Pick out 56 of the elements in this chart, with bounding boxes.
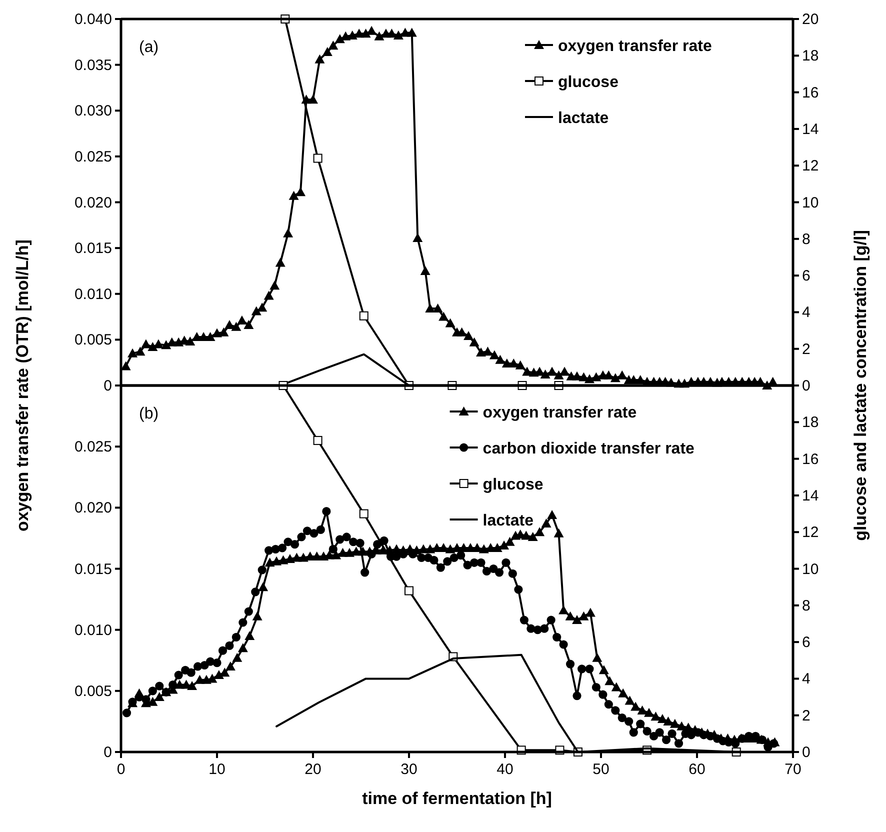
y2-tick-label: 8 xyxy=(802,230,810,248)
y-tick-label: 0.030 xyxy=(74,102,112,120)
y2-tick-label: 18 xyxy=(802,414,819,432)
x-tick-label: 50 xyxy=(592,761,610,778)
x-tick-label: 0 xyxy=(116,761,126,778)
y2-tick-label: 12 xyxy=(802,158,819,175)
y2-tick-label: 6 xyxy=(802,268,810,285)
y2-tick-label: 10 xyxy=(802,560,819,578)
y2-tick-label: 8 xyxy=(802,597,810,614)
annotation: (a) xyxy=(139,39,159,56)
y2-tick-label: 4 xyxy=(802,670,810,688)
y-tick-label: 0.010 xyxy=(74,286,112,303)
y-tick-label: 0.015 xyxy=(74,240,112,258)
legend-label: glucose xyxy=(482,476,544,494)
y2-tick-label: 12 xyxy=(802,524,819,542)
y-tick-label: 0.035 xyxy=(74,56,112,74)
x-tick-label: 40 xyxy=(496,761,514,778)
legend-label: lactate xyxy=(482,512,534,530)
y2-tick-label: 4 xyxy=(802,304,810,322)
y2-tick-label: 0 xyxy=(802,378,810,394)
y-tick-label: 0.020 xyxy=(74,500,112,517)
y2-tick-label: 14 xyxy=(802,120,819,138)
y2-tick-label: 2 xyxy=(802,707,810,724)
y-tick-label: 0.010 xyxy=(74,622,112,639)
x-tick-label: 20 xyxy=(304,761,322,778)
y-tick-label: 0.015 xyxy=(74,560,112,578)
legend-label: carbon dioxide transfer rate xyxy=(482,440,695,458)
y2-tick-label: 2 xyxy=(802,340,810,358)
x-tick-label: 30 xyxy=(400,761,418,778)
x-axis-title: time of fermentation [h] xyxy=(362,789,552,808)
y-axis-title: oxygen transfer rate (OTR) [mol/L/h] xyxy=(13,240,32,532)
legend-label: lactate xyxy=(558,110,609,127)
legend-label: oxygen transfer rate xyxy=(482,404,637,422)
y2-axis-title: glucose and lactate concentration [g/l] xyxy=(851,230,870,541)
y-tick-label: 0.025 xyxy=(74,148,112,166)
y2-tick-label: 18 xyxy=(802,48,819,65)
y2-tick-label: 0 xyxy=(802,744,810,761)
y-tick-label: 0.005 xyxy=(74,332,112,349)
legend-label: glucose xyxy=(558,74,619,91)
y-tick-label: 0 xyxy=(104,378,112,394)
y2-tick-label: 16 xyxy=(802,450,819,468)
x-tick-label: 70 xyxy=(784,761,802,778)
y2-tick-label: 16 xyxy=(802,84,819,102)
y2-tick-label: 10 xyxy=(802,194,819,212)
legend-label: oxygen transfer rate xyxy=(558,38,712,55)
x-tick-label: 60 xyxy=(688,761,706,778)
y2-tick-label: 6 xyxy=(802,634,810,652)
x-tick-label: 10 xyxy=(208,761,226,778)
y2-tick-label: 14 xyxy=(802,487,819,504)
y2-tick-label: 20 xyxy=(802,11,819,28)
y-tick-label: 0.005 xyxy=(74,682,112,700)
annotation: (b) xyxy=(139,406,159,422)
y-tick-label: 0.020 xyxy=(74,194,112,212)
y-tick-label: 0.025 xyxy=(74,438,112,456)
y-tick-label: 0 xyxy=(104,744,112,761)
y-tick-label: 0.040 xyxy=(74,11,112,28)
